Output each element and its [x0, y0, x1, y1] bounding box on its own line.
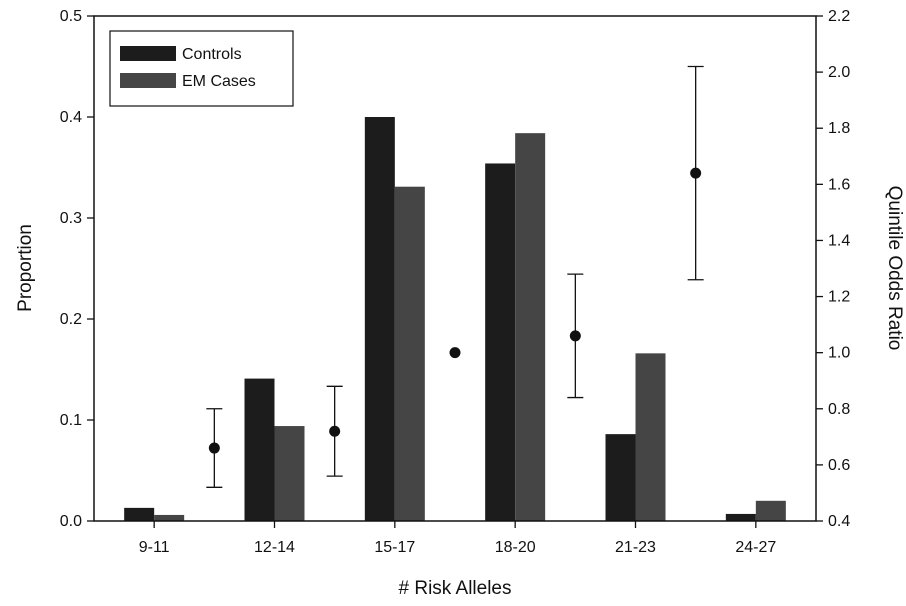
- bar-em-cases-9-11: [154, 514, 185, 521]
- bar-em-cases-18-20: [515, 133, 546, 521]
- bar-controls-9-11: [124, 507, 155, 521]
- y-tick-label: 0.4: [60, 109, 82, 126]
- x-tick-label: 9-11: [139, 539, 170, 556]
- bar-controls-24-27: [725, 513, 756, 521]
- left-axis: 0.0 0.1 0.2 0.3 0.4 0.5: [60, 8, 94, 530]
- bar-em-cases-21-23: [635, 353, 666, 521]
- bottom-axis: 9-11 12-14 15-17 18-20 21-23 24-27: [139, 521, 776, 556]
- bar-controls-21-23: [605, 434, 636, 521]
- bars-layer: [124, 117, 786, 521]
- bar-controls-15-17: [364, 117, 395, 521]
- y-tick-label: 0.3: [60, 210, 82, 227]
- bar-em-cases-12-14: [274, 426, 305, 521]
- or-point: [449, 347, 461, 359]
- y-tick-label: 0.1: [60, 412, 82, 429]
- y2-tick-label: 0.6: [828, 457, 850, 474]
- legend: Controls EM Cases: [109, 30, 294, 107]
- or-point: [690, 167, 702, 179]
- y-tick-label: 0.0: [60, 513, 82, 530]
- legend-swatch-em-cases: [120, 73, 176, 88]
- x-tick-label: 24-27: [735, 539, 776, 556]
- x-tick-label: 15-17: [374, 539, 415, 556]
- or-point: [208, 442, 220, 454]
- y2-tick-label: 1.8: [828, 120, 850, 137]
- y2-tick-label: 0.8: [828, 401, 850, 418]
- y2-tick-label: 1.0: [828, 345, 850, 362]
- x-tick-label: 21-23: [615, 539, 656, 556]
- legend-label-controls: Controls: [182, 46, 242, 63]
- plot-frame: [93, 15, 817, 522]
- x-axis-title: # Risk Alleles: [399, 578, 512, 599]
- legend-box: [109, 30, 294, 107]
- y2-tick-label: 0.4: [828, 513, 850, 530]
- x-tick-label: 18-20: [495, 539, 536, 556]
- or-point: [329, 425, 341, 437]
- bar-controls-18-20: [485, 163, 516, 521]
- legend-label-em-cases: EM Cases: [182, 73, 256, 90]
- y2-tick-label: 2.0: [828, 64, 850, 81]
- y2-tick-label: 1.6: [828, 176, 850, 193]
- y2-tick-label: 1.2: [828, 289, 850, 306]
- y-axis-title: Proportion: [15, 224, 36, 312]
- bar-em-cases-15-17: [394, 186, 425, 521]
- x-tick-label: 12-14: [254, 539, 295, 556]
- y-tick-label: 0.2: [60, 311, 82, 328]
- y2-tick-label: 2.2: [828, 8, 850, 25]
- y-tick-label: 0.5: [60, 8, 82, 25]
- odds-ratio-layer: [206, 65, 704, 488]
- right-axis: 0.4 0.6 0.8 1.0 1.2 1.4 1.6 1.8 2.0 2.2: [816, 8, 850, 530]
- legend-swatch-controls: [120, 46, 176, 61]
- y2-tick-label: 1.4: [828, 232, 850, 249]
- bar-controls-12-14: [244, 378, 275, 521]
- or-point: [569, 330, 581, 342]
- bar-em-cases-24-27: [755, 500, 786, 521]
- y2-axis-title: Quintile Odds Ratio: [884, 186, 905, 351]
